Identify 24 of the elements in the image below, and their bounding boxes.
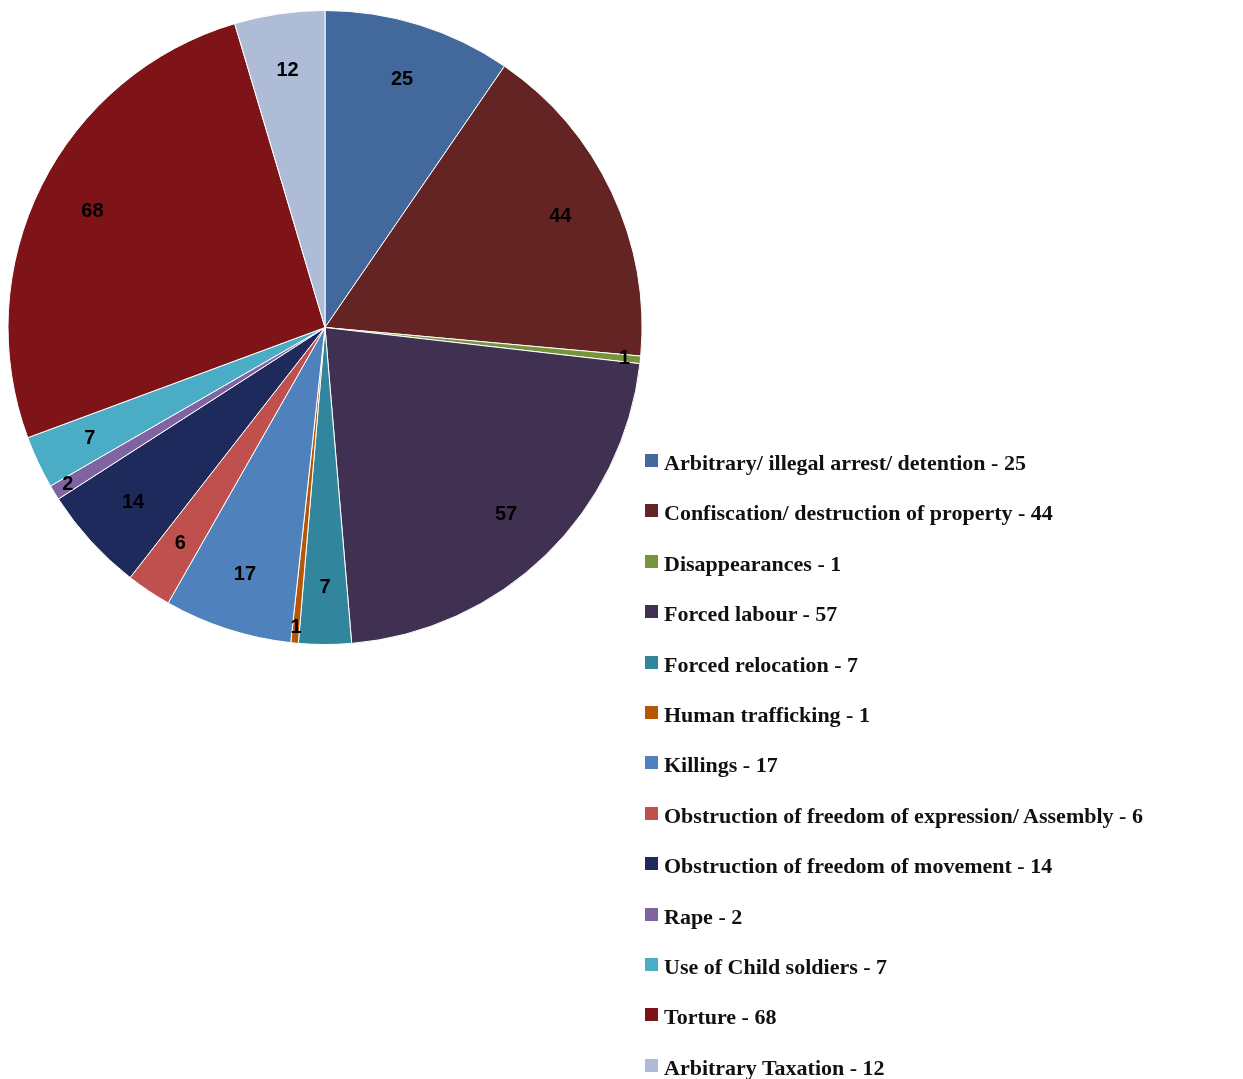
data-label: 14 <box>121 490 146 513</box>
data-label: 7 <box>84 425 96 448</box>
data-label: 68 <box>81 198 104 221</box>
legend-label: Human trafficking - 1 <box>664 701 870 728</box>
legend-label: Arbitrary Taxation - 12 <box>664 1054 885 1079</box>
data-label: 25 <box>390 66 414 89</box>
legend-label: Disappearances - 1 <box>664 550 842 577</box>
data-label: 44 <box>549 204 573 227</box>
data-label: 7 <box>319 574 331 597</box>
legend-label: Forced relocation - 7 <box>664 651 859 678</box>
data-label: 17 <box>233 562 257 585</box>
legend-label: Arbitrary/ illegal arrest/ detention - 25 <box>664 450 1026 476</box>
data-label: 2 <box>62 471 74 494</box>
legend-label: Rape - 2 <box>664 903 743 930</box>
legend-label: Killings - 17 <box>664 752 778 779</box>
legend-label: Forced labour - 57 <box>664 601 838 628</box>
legend-label: Use of Child soldiers - 7 <box>664 953 888 980</box>
legend-label: Obstruction of freedom of expression/ Assembly - 6 <box>664 802 1143 829</box>
data-label: 12 <box>276 57 299 80</box>
data-label: 57 <box>494 501 518 524</box>
legend-label: Confiscation/ destruction of property - 44 <box>664 500 1053 527</box>
legend-label: Obstruction of freedom of movement - 14 <box>664 853 1053 880</box>
data-label: 6 <box>174 531 186 554</box>
legend-label: Torture - 68 <box>664 1004 777 1031</box>
